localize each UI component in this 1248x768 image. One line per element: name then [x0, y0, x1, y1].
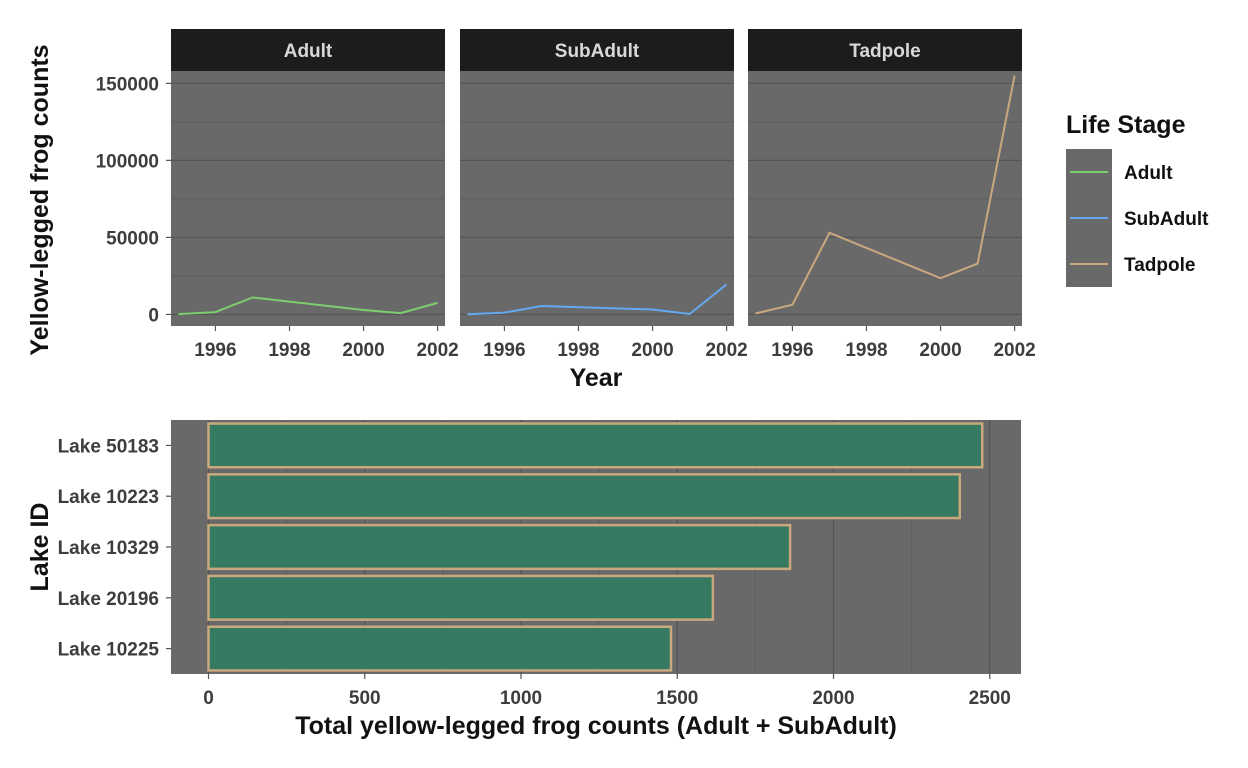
- facet-label: SubAdult: [555, 41, 640, 62]
- y-tick-label: 0: [148, 305, 159, 326]
- x-tick-label: 1998: [845, 340, 887, 361]
- bar: [207, 523, 792, 571]
- x-tick-label: 1998: [557, 340, 599, 361]
- legend-label: Adult: [1124, 163, 1173, 184]
- facet-adult: Adult 1996 1998 2000 2002: [171, 29, 459, 361]
- facet-strip: [460, 29, 734, 71]
- facet-tadpole: Tadpole 1996 1998 2000 2002: [748, 29, 1036, 361]
- facet-label: Adult: [284, 41, 333, 62]
- legend-title: Life Stage: [1066, 111, 1186, 139]
- bar: [207, 574, 715, 621]
- x-tick-label: 2000: [919, 340, 961, 361]
- y-tick-label: 50000: [106, 228, 159, 249]
- legend-label: SubAdult: [1124, 209, 1209, 230]
- x-tick-label: 2002: [705, 340, 747, 361]
- x-tick-label: 1500: [656, 688, 698, 709]
- bar: [207, 473, 961, 520]
- line-facets: Adult 1996 1998 2000 2002 SubAdult 1996 1998 200…: [96, 29, 1036, 361]
- x-tick-label: 2000: [631, 340, 673, 361]
- y-tick-label: 150000: [96, 74, 159, 95]
- bar-category-label: Lake 10223: [58, 487, 159, 508]
- bar-category-label: Lake 10225: [58, 640, 160, 661]
- line-x-axis-title: Year: [570, 364, 623, 392]
- x-tick-label: 2002: [993, 340, 1035, 361]
- x-tick-label: 1996: [771, 340, 813, 361]
- x-tick-label: 1998: [268, 340, 310, 361]
- facet-strip: [748, 29, 1022, 71]
- y-tick-label: 100000: [96, 151, 159, 172]
- bar-chart: Lake 50183 Lake 10223 Lake 10329 Lake 20196…: [58, 420, 1021, 709]
- bar: [207, 625, 673, 672]
- x-tick-label: 0: [203, 688, 214, 709]
- x-tick-label: 2000: [812, 688, 854, 709]
- x-tick-label: 2002: [416, 340, 458, 361]
- bar: [207, 422, 984, 469]
- facet-strip: [171, 29, 445, 71]
- facet-subadult: SubAdult 1996 1998 2000 2002: [460, 29, 748, 361]
- x-tick-label: 500: [349, 688, 381, 709]
- series-line-subadult: [467, 283, 728, 316]
- series-line-tadpole: [755, 75, 1016, 315]
- bar-category-label: Lake 10329: [58, 538, 159, 559]
- bar-y-axis-title: Lake ID: [26, 503, 54, 592]
- bar-x-axis-title: Total yellow-legged frog counts (Adult +…: [295, 712, 897, 740]
- bar-category-label: Lake 20196: [58, 589, 159, 610]
- bar-category-label: Lake 50183: [58, 436, 159, 457]
- facet-label: Tadpole: [849, 41, 920, 62]
- line-y-axis-title: Yellow-legged frog counts: [26, 44, 54, 355]
- x-tick-label: 2500: [969, 688, 1011, 709]
- x-tick-label: 1000: [500, 688, 542, 709]
- series-line-adult: [178, 296, 438, 316]
- legend: Life Stage Adult SubAdult Tadpole: [1066, 111, 1209, 287]
- legend-label: Tadpole: [1124, 255, 1195, 276]
- x-tick-label: 2000: [342, 340, 384, 361]
- x-tick-label: 1996: [483, 340, 525, 361]
- x-tick-label: 1996: [194, 340, 236, 361]
